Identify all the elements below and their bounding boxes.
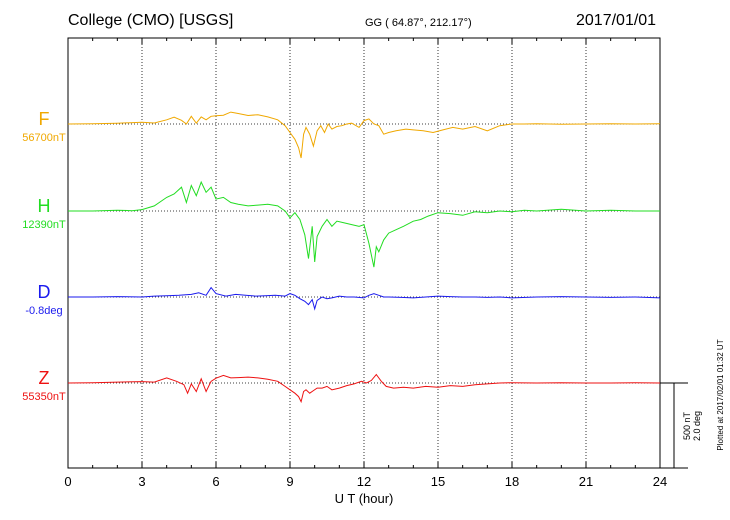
x-tick-label: 15 — [431, 474, 445, 489]
baseline-label-d: -0.8deg — [25, 305, 62, 317]
scale-bar: 500 nT 2.0 deg — [660, 382, 702, 469]
scale-deg-label: 2.0 deg — [692, 411, 702, 441]
coordinates-label: GG ( 64.87°, 212.17°) — [365, 17, 472, 29]
series-name-d: D — [38, 282, 51, 302]
x-tick-label: 24 — [653, 474, 667, 489]
date-label: 2017/01/01 — [576, 12, 657, 29]
series-labels: F 56700nT H 12390nT D -0.8deg Z 55350nT — [22, 109, 66, 403]
x-tick-label: 9 — [286, 474, 293, 489]
station-title: College (CMO) [USGS] — [68, 12, 234, 29]
series-name-h: H — [38, 196, 51, 216]
plotted-at-note: Plotted at 2017/02/01 01:32 UT — [716, 339, 725, 450]
grid — [68, 38, 660, 468]
series-group — [67, 111, 661, 404]
scale-nt-label: 500 nT — [682, 411, 692, 440]
series-name-z: Z — [39, 368, 50, 388]
series-line-d — [68, 286, 661, 311]
x-tick-label: 0 — [64, 474, 71, 489]
series-name-f: F — [39, 109, 50, 129]
series-line-z — [67, 373, 661, 404]
series-line-f — [67, 111, 661, 159]
baseline-label-h: 12390nT — [22, 219, 66, 231]
x-axis-ticks: 0 3 6 9 12 15 18 21 24 — [64, 38, 667, 489]
x-tick-label: 3 — [138, 474, 145, 489]
x-axis-title: U T (hour) — [335, 491, 394, 506]
baseline-label-f: 56700nT — [22, 132, 66, 144]
x-tick-label: 6 — [212, 474, 219, 489]
plot-frame — [67, 37, 661, 469]
x-tick-label: 18 — [505, 474, 519, 489]
x-tick-label: 12 — [357, 474, 371, 489]
series-line-h — [68, 180, 660, 268]
x-tick-label: 21 — [579, 474, 593, 489]
baseline-label-z: 55350nT — [22, 391, 66, 403]
